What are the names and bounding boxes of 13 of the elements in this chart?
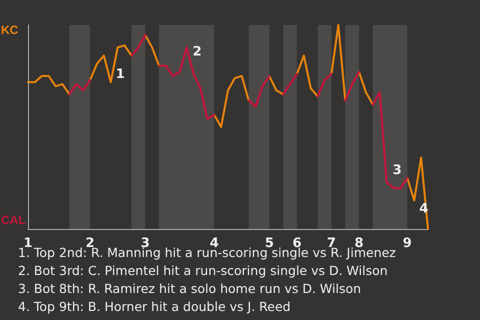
x-tick-label: 8: [354, 236, 364, 251]
annotation: 3: [392, 163, 402, 178]
annotation: 1: [116, 67, 125, 82]
text: 4. Top 9th: B. Horner hit a double vs J. Reed: [18, 299, 291, 314]
text: CAL: [1, 213, 26, 227]
x-tick-label: 1: [23, 236, 33, 251]
text: 3. Bot 8th: R. Ramirez hit a solo home run vs D. Wilson: [18, 281, 362, 296]
x-tick-label: 5: [264, 236, 274, 251]
text: 2. Bot 3rd: C. Pimentel hit a run-scoring single vs D. Wilson: [18, 263, 388, 278]
text: KC: [1, 23, 19, 37]
x-tick-label: 4: [210, 236, 219, 251]
x-tick-label: 9: [402, 236, 412, 251]
annotation: 2: [192, 44, 202, 60]
